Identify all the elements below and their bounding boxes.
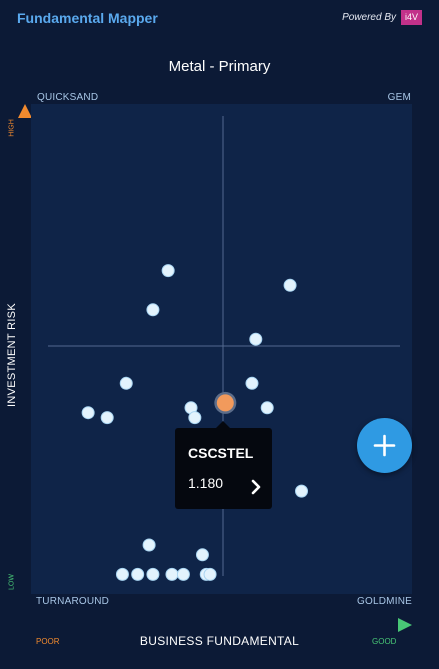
- stock-tooltip[interactable]: CSCSTEL 1.180: [175, 421, 272, 509]
- data-point[interactable]: [195, 548, 209, 562]
- data-point-marker[interactable]: [260, 401, 274, 415]
- data-point[interactable]: [146, 567, 160, 581]
- data-point-marker-selected[interactable]: [216, 394, 234, 412]
- data-point-marker[interactable]: [131, 567, 145, 581]
- y-axis-low-label: LOW: [8, 574, 16, 590]
- data-point-marker[interactable]: [283, 278, 297, 292]
- x-axis-arrow: [36, 618, 412, 632]
- y-axis-arrow: [18, 104, 32, 594]
- y-axis: HIGH INVESTMENT RISK LOW: [0, 0, 20, 669]
- data-point-marker[interactable]: [245, 376, 259, 390]
- data-point-marker[interactable]: [165, 567, 179, 581]
- add-stock-button[interactable]: [357, 418, 412, 473]
- sector-title: Metal - Primary: [168, 58, 271, 75]
- powered-by: Powered By i4V: [342, 10, 422, 25]
- app-title: Fundamental Mapper: [17, 10, 158, 26]
- data-point[interactable]: [245, 376, 259, 390]
- data-point-marker[interactable]: [195, 548, 209, 562]
- data-point[interactable]: [146, 303, 160, 317]
- data-point[interactable]: [81, 406, 95, 420]
- data-point[interactable]: [165, 567, 179, 581]
- data-point[interactable]: [142, 538, 156, 552]
- data-point[interactable]: [100, 411, 114, 425]
- data-point-marker[interactable]: [161, 264, 175, 278]
- y-axis-title: INVESTMENT RISK: [6, 303, 18, 407]
- powered-by-label: Powered By: [342, 12, 396, 23]
- data-point[interactable]: [283, 278, 297, 292]
- quadrant-label-gem: GEM: [387, 92, 411, 103]
- data-point-marker[interactable]: [81, 406, 95, 420]
- data-point[interactable]: [203, 567, 217, 581]
- x-axis-title: BUSINESS FUNDAMENTAL: [139, 634, 300, 648]
- data-point[interactable]: [249, 332, 263, 346]
- data-point-marker[interactable]: [115, 567, 129, 581]
- data-point-marker[interactable]: [203, 567, 217, 581]
- data-point-marker[interactable]: [188, 411, 202, 425]
- data-point-marker[interactable]: [142, 538, 156, 552]
- quadrant-label-quicksand: QUICKSAND: [37, 92, 99, 103]
- data-point-marker[interactable]: [100, 411, 114, 425]
- tooltip-stock-name: CSCSTEL: [188, 445, 254, 461]
- tooltip-stock-value: 1.180: [188, 475, 224, 491]
- chevron-right-icon[interactable]: [247, 478, 265, 496]
- app-header: Fundamental Mapper Powered By i4V: [0, 0, 439, 38]
- data-point-marker[interactable]: [249, 332, 263, 346]
- x-axis-good-label: GOOD: [372, 637, 397, 646]
- data-point[interactable]: [176, 567, 190, 581]
- data-point[interactable]: [295, 484, 309, 498]
- data-point[interactable]: [161, 264, 175, 278]
- data-point[interactable]: [188, 411, 202, 425]
- data-point-selected[interactable]: [214, 391, 237, 414]
- quadrant-label-goldmine: GOLDMINE: [357, 596, 412, 607]
- data-point-marker[interactable]: [146, 567, 160, 581]
- data-point[interactable]: [131, 567, 145, 581]
- data-point[interactable]: [260, 401, 274, 415]
- brand-logo: i4V: [401, 10, 422, 25]
- data-point-marker[interactable]: [146, 303, 160, 317]
- plus-icon: [373, 434, 396, 457]
- quadrant-label-turnaround: TURNAROUND: [36, 596, 110, 607]
- data-point[interactable]: [115, 567, 129, 581]
- data-point-marker[interactable]: [176, 567, 190, 581]
- y-axis-high-label: HIGH: [8, 119, 16, 137]
- data-point-marker[interactable]: [295, 484, 309, 498]
- plot-background: [31, 104, 412, 594]
- data-point-marker[interactable]: [119, 376, 133, 390]
- scatter-plot[interactable]: [31, 104, 412, 594]
- data-point[interactable]: [119, 376, 133, 390]
- x-axis-poor-label: POOR: [36, 637, 60, 646]
